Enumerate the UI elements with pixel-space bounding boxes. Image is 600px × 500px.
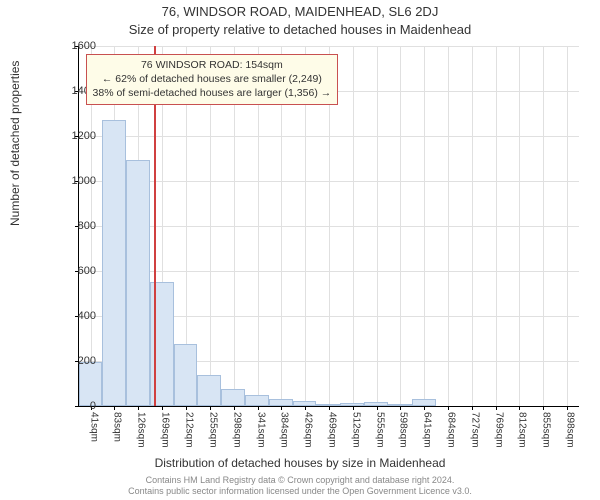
xtick-mark: [258, 406, 259, 410]
xtick-label: 598sqm: [398, 412, 409, 448]
xtick-label: 684sqm: [446, 412, 457, 448]
xtick-mark: [186, 406, 187, 410]
histogram-bar: [102, 120, 125, 406]
annotation-box: 76 WINDSOR ROAD: 154sqm← 62% of detached…: [86, 54, 339, 105]
xtick-label: 212sqm: [183, 412, 194, 448]
annotation-line-3: 38% of semi-detached houses are larger (…: [93, 86, 332, 100]
xtick-mark: [424, 406, 425, 410]
ytick-label: 400: [36, 310, 96, 322]
xtick-label: 41sqm: [88, 412, 99, 442]
xtick-mark: [162, 406, 163, 410]
footer-line-2: Contains public sector information licen…: [0, 486, 600, 498]
xtick-mark: [305, 406, 306, 410]
ytick-label: 1600: [36, 40, 96, 52]
histogram-bar: [126, 160, 150, 406]
xtick-mark: [138, 406, 139, 410]
ytick-label: 600: [36, 265, 96, 277]
xtick-mark: [543, 406, 544, 410]
xtick-label: 426sqm: [302, 412, 313, 448]
ytick-label: 1200: [36, 130, 96, 142]
xtick-label: 512sqm: [350, 412, 361, 448]
xtick-label: 898sqm: [565, 412, 576, 448]
annotation-line-2: ← 62% of detached houses are smaller (2,…: [93, 72, 332, 86]
xtick-mark: [519, 406, 520, 410]
ytick-label: 800: [36, 220, 96, 232]
ytick-label: 1000: [36, 175, 96, 187]
xtick-mark: [496, 406, 497, 410]
x-axis-label: Distribution of detached houses by size …: [0, 456, 600, 470]
histogram-bar: [245, 395, 269, 406]
xtick-mark: [448, 406, 449, 410]
xtick-label: 255sqm: [207, 412, 218, 448]
y-axis-label: Number of detached properties: [8, 61, 22, 226]
xtick-label: 83sqm: [112, 412, 123, 442]
ytick-label: 0: [36, 400, 96, 412]
footer-line-1: Contains HM Land Registry data © Crown c…: [0, 475, 600, 487]
xtick-label: 298sqm: [231, 412, 242, 448]
xtick-label: 126sqm: [135, 412, 146, 448]
page-supertitle: 76, WINDSOR ROAD, MAIDENHEAD, SL6 2DJ: [0, 4, 600, 19]
xtick-label: 555sqm: [374, 412, 385, 448]
xtick-mark: [377, 406, 378, 410]
xtick-mark: [234, 406, 235, 410]
xtick-label: 341sqm: [255, 412, 266, 448]
histogram-bar: [412, 399, 436, 406]
chart-title: Size of property relative to detached ho…: [0, 22, 600, 37]
xtick-label: 812sqm: [517, 412, 528, 448]
xtick-mark: [472, 406, 473, 410]
xtick-label: 855sqm: [541, 412, 552, 448]
xtick-label: 384sqm: [279, 412, 290, 448]
xtick-label: 769sqm: [493, 412, 504, 448]
xtick-label: 169sqm: [159, 412, 170, 448]
xtick-mark: [114, 406, 115, 410]
histogram-bar: [269, 399, 293, 406]
xtick-mark: [329, 406, 330, 410]
xtick-mark: [567, 406, 568, 410]
footer-attribution: Contains HM Land Registry data © Crown c…: [0, 475, 600, 498]
xtick-label: 641sqm: [422, 412, 433, 448]
xtick-label: 469sqm: [326, 412, 337, 448]
xtick-mark: [281, 406, 282, 410]
xtick-mark: [210, 406, 211, 410]
annotation-line-1: 76 WINDSOR ROAD: 154sqm: [93, 58, 332, 72]
histogram-bar: [197, 375, 221, 406]
xtick-mark: [400, 406, 401, 410]
histogram-bar: [174, 344, 198, 406]
histogram-bar: [221, 389, 245, 406]
ytick-label: 200: [36, 355, 96, 367]
xtick-label: 727sqm: [470, 412, 481, 448]
histogram-plot: 76 WINDSOR ROAD: 154sqm← 62% of detached…: [78, 46, 579, 407]
xtick-mark: [353, 406, 354, 410]
